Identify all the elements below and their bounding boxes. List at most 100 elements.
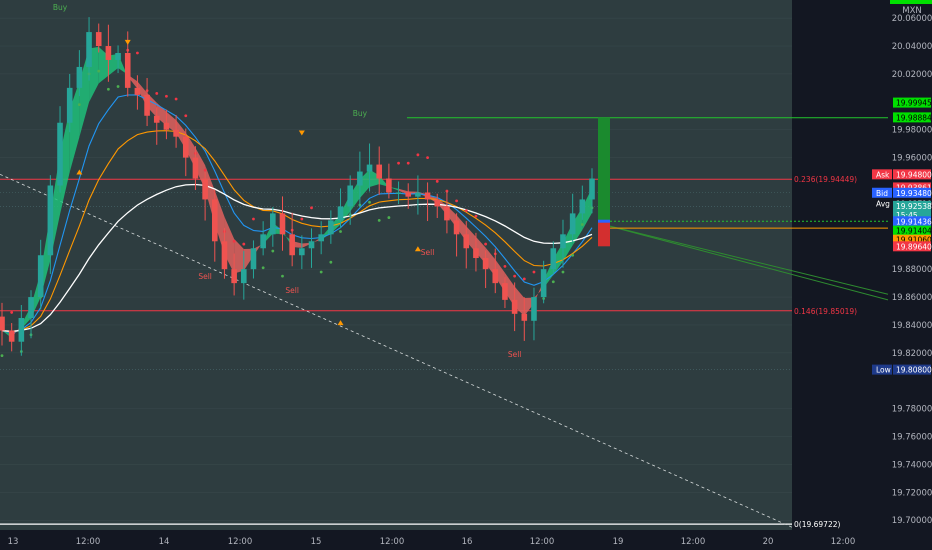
signals: Buy Buy Sell Sell Sell Sell: [53, 3, 522, 359]
candle-body: [37, 255, 44, 298]
ribbon-segment: [156, 102, 167, 126]
candle-body: [8, 330, 15, 342]
y-tick-label: 19.78000: [892, 405, 932, 415]
psar-dot: [416, 153, 420, 157]
entry-marker: [598, 219, 610, 223]
candle-body: [86, 32, 92, 67]
price-tags: 19.9994519.98884Ask19.9480019.93861Bid19…: [872, 0, 932, 375]
price-tag-bg: [893, 169, 931, 180]
candles: [0, 17, 595, 356]
ribbon-segment: [234, 238, 244, 274]
candle-body: [511, 299, 518, 314]
candle-body: [366, 164, 373, 172]
candle-body: [124, 53, 131, 88]
candle-body: [579, 199, 586, 214]
candle-body: [0, 316, 5, 331]
x-tick-label: 16: [462, 537, 473, 547]
candle-body: [231, 269, 237, 284]
psar-dot: [203, 168, 207, 172]
candle-body: [66, 87, 73, 123]
candle-body: [211, 199, 218, 242]
ribbon-segment: [224, 216, 235, 274]
price-tag-value: 19.92538: [896, 202, 932, 211]
price-tag-bg: [893, 182, 931, 193]
price-tag-bg: [893, 225, 931, 236]
psar-dot: [561, 270, 565, 274]
x-tick-label: 20: [763, 537, 774, 547]
psar-dot: [368, 200, 371, 204]
psar-dot: [10, 311, 14, 314]
price-tag-bg: [893, 112, 931, 123]
signal-label: Sell: [198, 272, 212, 281]
price-tag-bg: [893, 187, 931, 198]
candle-body: [308, 241, 315, 249]
price-tag-value: 15:45: [896, 211, 918, 220]
candle-body: [357, 171, 363, 186]
signal-triangle: [414, 246, 421, 252]
ribbon-segment: [369, 169, 380, 187]
psar-dot: [551, 280, 555, 284]
signal-triangle: [124, 39, 131, 45]
psar-dot: [522, 277, 526, 281]
psar-dot: [271, 249, 275, 253]
y-tick-label: 20.02000: [892, 70, 932, 80]
parabolic-sar: [0, 48, 594, 358]
position-tool[interactable]: [598, 117, 610, 247]
price-axis[interactable]: MXN 20.06000 20.04000 20.02000 19.98000 19.9…: [892, 6, 932, 526]
price-tag-label-bg: [872, 169, 892, 180]
psar-dot: [174, 97, 178, 101]
psar-dot: [319, 270, 323, 274]
price-tag-value: 19.91060: [896, 236, 932, 245]
ribbon-segment: [475, 236, 486, 264]
candle-body: [395, 192, 402, 194]
candle-body: [250, 248, 257, 270]
candle-body: [434, 199, 441, 207]
fib-levels: 0.236(19.94449) 0.146(19.85019) 0(19.69722…: [0, 175, 857, 529]
signal-label: Sell: [285, 286, 299, 295]
candle-body: [550, 248, 557, 270]
psar-dot: [426, 156, 429, 160]
time-axis[interactable]: 13 12:00 14 12:00 15 12:00 16 12:00 19 12:00 20 12:…: [8, 537, 856, 547]
moving-averages: [1, 94, 593, 334]
candle-body: [463, 234, 470, 249]
price-tag-value: 19.80800: [896, 366, 932, 375]
candle-body: [202, 178, 208, 200]
psar-dot: [184, 114, 188, 118]
ribbon-segment: [388, 186, 399, 191]
chart-shaded-zone: [0, 0, 792, 530]
psar-dot: [377, 218, 381, 222]
candle-body: [18, 318, 25, 342]
price-tag-bg: [893, 241, 931, 252]
candle-body: [260, 234, 266, 249]
x-tick-label: 12:00: [831, 537, 856, 547]
psar-dot: [455, 199, 458, 203]
candle-body: [376, 164, 383, 179]
candle-body: [221, 241, 228, 270]
header-green-bar: [890, 0, 932, 4]
candle-body: [144, 94, 150, 116]
currency-label: MXN: [902, 6, 922, 16]
price-tag-label: Ask: [876, 170, 890, 179]
candle-body: [57, 122, 63, 186]
candle-body: [415, 192, 421, 197]
psar-dot: [435, 179, 439, 183]
gridlines: [0, 17, 792, 521]
y-tick-label: 19.72000: [892, 488, 932, 498]
price-tag-label: Bid: [876, 189, 888, 198]
psar-dot: [329, 260, 333, 264]
target-zone: [598, 117, 610, 222]
y-tick-label: 19.96000: [892, 154, 932, 164]
price-tag-bg: [893, 216, 931, 227]
x-tick-label: 12:00: [681, 537, 706, 547]
psar-dot: [406, 161, 410, 165]
psar-dot: [165, 94, 168, 98]
x-tick-label: 14: [159, 537, 170, 547]
signal-label: Buy: [353, 109, 368, 118]
psar-dot: [474, 214, 478, 218]
candle-body: [182, 136, 189, 158]
fib-level-label: 0.146(19.85019): [794, 307, 857, 316]
candle-body: [502, 283, 508, 300]
x-tick-label: 12:00: [228, 537, 253, 547]
candle-body: [337, 206, 344, 221]
